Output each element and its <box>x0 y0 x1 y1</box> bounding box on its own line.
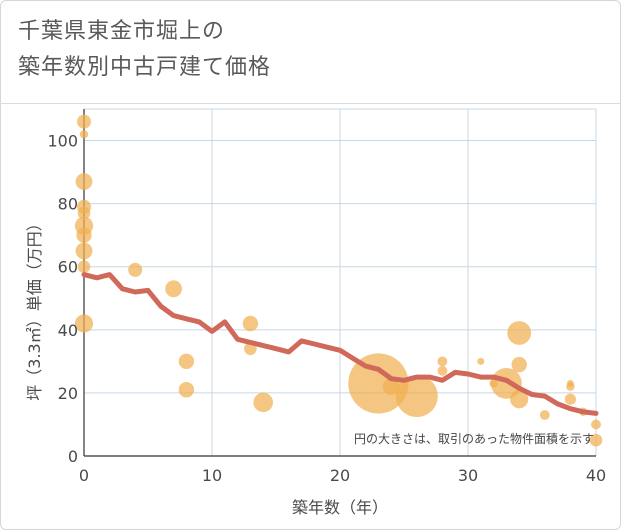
bubble-point <box>395 375 438 418</box>
axes <box>83 109 596 457</box>
bubble-point <box>477 357 485 365</box>
bubble-point <box>491 368 522 399</box>
bubble-point <box>79 130 89 139</box>
title-divider <box>0 103 621 104</box>
average-line <box>81 272 599 416</box>
bubble-point <box>437 365 448 376</box>
average-line-series <box>81 272 599 416</box>
bubble-point <box>77 260 91 274</box>
y-axis-label: 坪（3.3㎡）単価（万円） <box>25 215 44 400</box>
chart-title-line1: 千葉県東金市堀上の <box>18 19 226 44</box>
x-tick-label: 40 <box>586 466 606 485</box>
y-tick-label: 60 <box>58 258 78 277</box>
bubble-point <box>178 382 195 398</box>
bubble-series <box>74 114 603 447</box>
x-tick-label: 20 <box>330 466 350 485</box>
y-tick-label: 20 <box>58 384 78 403</box>
bubble-point <box>178 353 195 370</box>
bubble-point <box>382 378 400 395</box>
bubble-point <box>128 262 143 277</box>
x-tick-label: 0 <box>79 466 89 485</box>
chart-title: 千葉県東金市堀上の 築年数別中古戸建て価格 <box>18 14 271 86</box>
y-tick-label: 0 <box>68 447 78 466</box>
tick-labels: 0 10 20 30 40 0 20 40 60 80 100 <box>47 132 606 485</box>
chart-title-line2: 築年数別中古戸建て価格 <box>18 55 272 80</box>
x-tick-label: 10 <box>202 466 222 485</box>
y-tick-label: 80 <box>58 195 78 214</box>
bubble-point <box>165 280 183 298</box>
bubble-point <box>539 410 550 420</box>
bubble-point <box>77 114 91 129</box>
x-axis-label: 築年数（年） <box>292 498 388 517</box>
bubble-point <box>253 392 273 413</box>
bubble-size-note: 円の大きさは、取引のあった物件面積を示す <box>354 431 594 446</box>
y-tick-label: 100 <box>47 132 78 151</box>
bubble-point <box>589 433 603 447</box>
bubble-point <box>591 419 601 430</box>
bubble-point <box>564 393 577 405</box>
bubble-point <box>437 356 448 367</box>
bubble-point <box>77 206 91 220</box>
bubble-point <box>75 242 93 260</box>
bubble-point <box>242 315 259 332</box>
bubble-point <box>566 382 575 391</box>
y-tick-label: 40 <box>58 321 78 340</box>
bubble-point <box>507 321 532 345</box>
x-tick-label: 30 <box>458 466 478 485</box>
bubble-point <box>74 314 94 333</box>
bubble-point <box>348 353 409 414</box>
bubble-point <box>511 356 527 373</box>
bubble-point <box>75 173 93 190</box>
bubble-point <box>76 227 92 243</box>
bubble-point <box>510 390 529 409</box>
